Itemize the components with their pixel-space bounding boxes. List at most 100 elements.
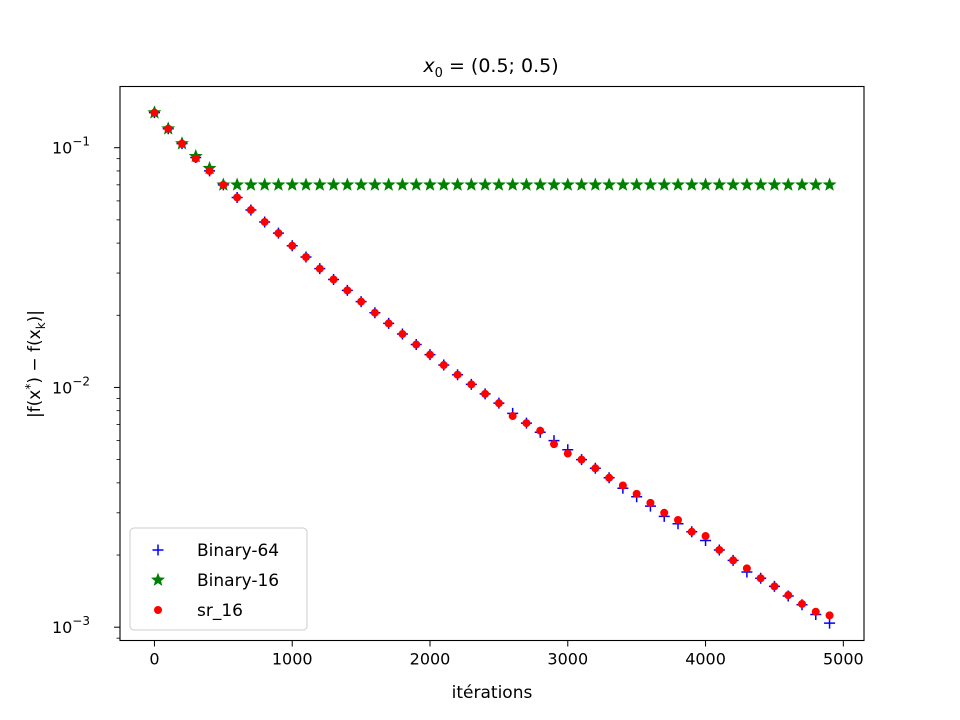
data-point <box>243 177 258 191</box>
data-point <box>439 361 448 370</box>
data-point <box>522 419 531 428</box>
legend-box <box>129 527 308 631</box>
data-point <box>770 582 779 591</box>
data-point <box>326 177 341 191</box>
data-point <box>701 532 710 541</box>
data-point <box>464 177 479 191</box>
data-point <box>395 177 410 191</box>
data-point <box>491 177 506 191</box>
data-point <box>315 264 324 273</box>
x-tick-label: 0 <box>149 650 159 669</box>
data-point <box>494 399 503 408</box>
data-point <box>384 319 393 328</box>
chart-title: x0 = (0.5; 0.5) <box>422 55 558 81</box>
data-point <box>798 599 806 608</box>
data-point <box>508 412 517 421</box>
data-point <box>712 177 727 191</box>
data-point <box>547 177 561 191</box>
data-point <box>312 177 327 191</box>
y-axis-label: |f(x*) − f(xk)| <box>23 310 48 418</box>
x-axis-label: itérations <box>452 683 533 703</box>
data-point <box>660 508 669 517</box>
data-point <box>657 177 672 191</box>
data-point <box>605 473 614 482</box>
data-point <box>574 177 589 191</box>
series-binary-16 <box>147 105 837 191</box>
data-point <box>478 177 493 191</box>
y-tick-label: 10−1 <box>52 135 90 158</box>
data-point <box>436 177 451 191</box>
data-point <box>822 177 837 191</box>
data-point <box>302 253 310 262</box>
data-point <box>299 177 313 191</box>
data-point <box>426 350 434 359</box>
data-point <box>178 139 186 148</box>
data-point <box>285 177 300 191</box>
data-point <box>629 177 644 191</box>
legend-label-sr-16: sr_16 <box>197 601 243 621</box>
data-point <box>550 440 558 449</box>
plot-frame <box>119 85 865 642</box>
data-point <box>687 527 696 536</box>
legend: Binary-64 Binary-16 sr_16 <box>129 527 308 631</box>
data-point <box>767 177 782 191</box>
data-point <box>409 177 424 191</box>
data-point <box>329 275 338 284</box>
data-point <box>219 180 228 189</box>
data-point <box>533 177 548 191</box>
data-point <box>684 177 699 191</box>
legend-label-binary-64: Binary-64 <box>197 541 279 561</box>
data-point <box>519 177 534 191</box>
data-point <box>643 177 658 191</box>
data-point <box>756 574 765 583</box>
data-point <box>150 108 159 117</box>
data-point <box>588 177 603 191</box>
data-point <box>715 545 724 554</box>
data-point <box>729 556 738 565</box>
data-point <box>825 611 834 620</box>
series-sr-16 <box>150 108 834 620</box>
data-point <box>536 426 545 435</box>
data-point <box>739 177 754 191</box>
data-point <box>481 389 490 398</box>
data-point <box>698 177 713 191</box>
data-point <box>753 177 768 191</box>
data-point <box>398 330 407 339</box>
data-point <box>354 177 369 191</box>
data-point <box>671 177 685 191</box>
legend-marker <box>154 606 162 614</box>
legend-label-binary-16: Binary-16 <box>197 571 279 591</box>
legend-markers <box>151 544 165 614</box>
data-point <box>726 177 741 191</box>
x-axis-ticks: 0 1000 2000 3000 4000 5000 <box>149 640 864 669</box>
data-point <box>340 177 355 191</box>
data-point <box>505 177 520 191</box>
x-tick-label: 1000 <box>272 650 313 669</box>
y-tick-label: 10−3 <box>52 614 90 637</box>
data-point <box>646 498 655 507</box>
x-tick-label: 5000 <box>823 650 864 669</box>
data-point <box>367 177 382 191</box>
data-point <box>233 193 242 202</box>
data-point <box>257 177 272 191</box>
data-point <box>618 481 627 490</box>
data-point <box>781 177 796 191</box>
data-point <box>271 177 286 191</box>
data-point <box>824 617 836 629</box>
data-point <box>343 286 352 295</box>
x-tick-label: 3000 <box>547 650 588 669</box>
data-point <box>260 217 269 226</box>
data-point <box>602 177 617 191</box>
data-point <box>191 154 200 163</box>
data-point <box>577 455 586 464</box>
x-tick-label: 2000 <box>410 650 451 669</box>
data-point <box>453 370 462 379</box>
data-series <box>147 105 837 629</box>
data-point <box>230 177 245 191</box>
data-point <box>563 449 572 458</box>
data-point <box>808 177 823 191</box>
data-point <box>164 124 173 133</box>
legend-marker <box>152 544 164 556</box>
data-point <box>274 229 283 238</box>
